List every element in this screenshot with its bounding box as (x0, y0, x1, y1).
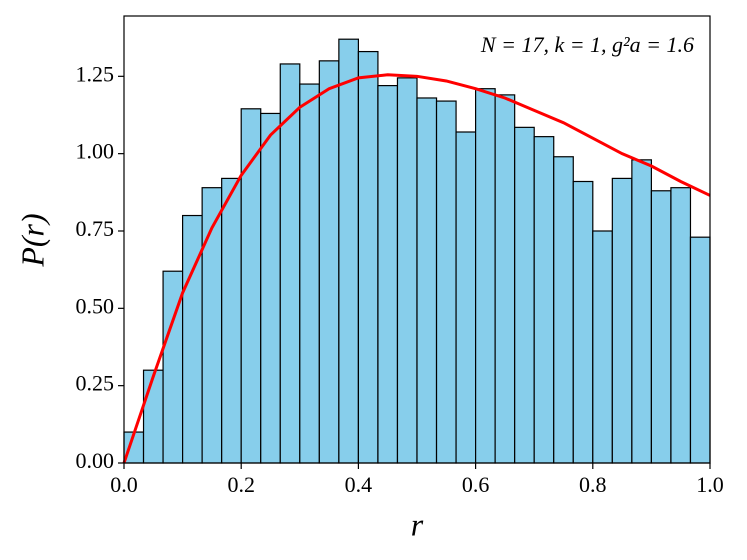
x-axis-label: r (411, 506, 424, 542)
y-tick-label: 1.00 (76, 139, 115, 164)
bar (416, 97, 438, 464)
bar (514, 126, 535, 464)
bar (631, 159, 652, 464)
x-tick-label: 0.2 (227, 472, 255, 497)
bar (670, 187, 692, 464)
y-tick-label: 0.50 (76, 293, 115, 318)
bar (357, 50, 379, 464)
bar (377, 85, 399, 464)
bar (221, 177, 242, 464)
plot-frame (123, 15, 711, 464)
bar (475, 88, 496, 464)
bar (455, 131, 477, 464)
y-tick-label: 0.00 (76, 448, 115, 473)
bar (494, 94, 516, 464)
y-tick-label: 0.25 (76, 371, 115, 396)
annotation: N = 17, k = 1, g²a = 1.6 (480, 32, 694, 57)
bar (435, 100, 457, 464)
bar (142, 369, 164, 464)
bar (592, 230, 613, 464)
x-tick-label: 0.0 (110, 472, 138, 497)
y-tick-label: 0.75 (76, 216, 115, 241)
bar (611, 177, 633, 464)
bar (572, 180, 594, 464)
x-tick-label: 0.4 (345, 472, 373, 497)
bar (338, 38, 360, 464)
bar (533, 136, 555, 464)
y-axis-label: P(r) (14, 213, 50, 267)
y-tick-label: 1.25 (76, 61, 115, 86)
x-tick-label: 0.6 (462, 472, 490, 497)
bar (260, 112, 281, 464)
bar (299, 83, 320, 464)
bar (396, 77, 418, 464)
bar (650, 190, 672, 464)
x-tick-label: 0.8 (579, 472, 607, 497)
x-tick-label: 1.0 (696, 472, 724, 497)
fit-curve (122, 73, 711, 464)
bar (553, 156, 574, 464)
bar (318, 60, 340, 464)
bar (689, 236, 711, 464)
